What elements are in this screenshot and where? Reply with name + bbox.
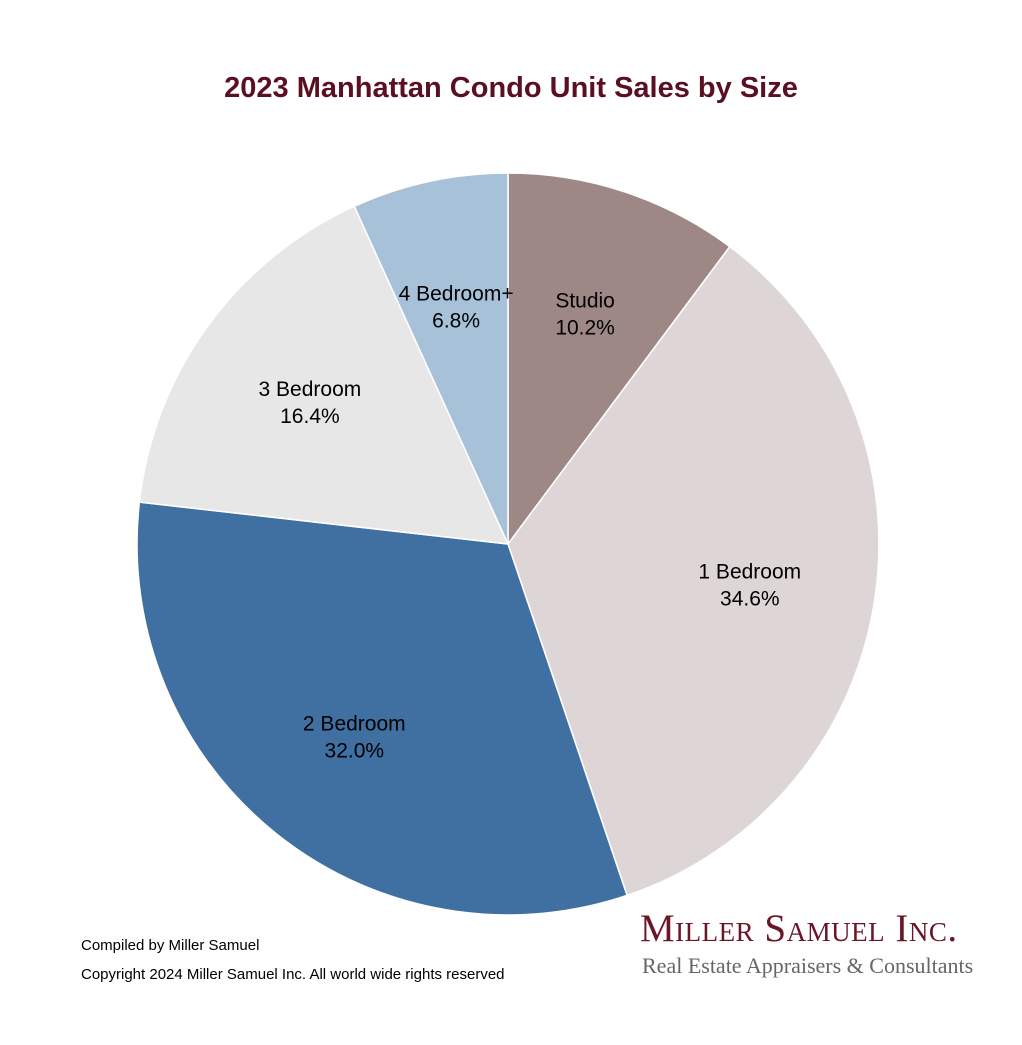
company-logo: Miller Samuel Inc. Real Estate Appraiser…: [640, 906, 1000, 980]
slice-category-label: Studio: [555, 290, 615, 313]
slice-category-label: 1 Bedroom: [698, 560, 801, 583]
copyright-note: Copyright 2024 Miller Samuel Inc. All wo…: [81, 966, 505, 983]
chart-title: 2023 Manhattan Condo Unit Sales by Size: [224, 72, 798, 104]
pie-slices: [136, 172, 880, 916]
pie-slice-3-bedroom: [138, 205, 510, 545]
logo-name: Miller Samuel Inc.: [640, 907, 958, 950]
slice-value-label: 6.8%: [432, 310, 480, 333]
slice-category-label: 2 Bedroom: [303, 713, 406, 736]
slice-value-label: 16.4%: [280, 405, 340, 428]
slice-value-label: 34.6%: [720, 587, 780, 610]
slice-category-label: 3 Bedroom: [259, 378, 362, 401]
pie-label-studio: Studio 10.2%: [555, 290, 615, 340]
compiled-by-note: Compiled by Miller Samuel: [81, 937, 260, 954]
pie-slice-2-bedroom: [136, 501, 629, 916]
pie-labels: Studio 10.2% 1 Bedroom 34.6% 2 Bedroom 32.0% 3…: [259, 283, 802, 763]
slice-value-label: 32.0%: [325, 740, 385, 763]
pie-label-1-bedroom: 1 Bedroom 34.6%: [698, 560, 801, 610]
pie-label-4-bedroom: 4 Bedroom+ 6.8%: [399, 283, 514, 333]
slice-value-label: 10.2%: [555, 317, 615, 340]
footer-notes: Compiled by Miller Samuel Copyright 2024…: [81, 931, 505, 989]
pie-slice-4-bedroom: [353, 172, 509, 545]
pie-slice-1-bedroom: [507, 245, 880, 897]
pie-label-3-bedroom: 3 Bedroom 16.4%: [259, 378, 362, 428]
slice-category-label: 4 Bedroom+: [399, 283, 514, 306]
pie-label-2-bedroom: 2 Bedroom 32.0%: [303, 713, 406, 763]
pie-slice-studio: [507, 172, 731, 547]
logo-tagline: Real Estate Appraisers & Consultants: [642, 953, 974, 978]
